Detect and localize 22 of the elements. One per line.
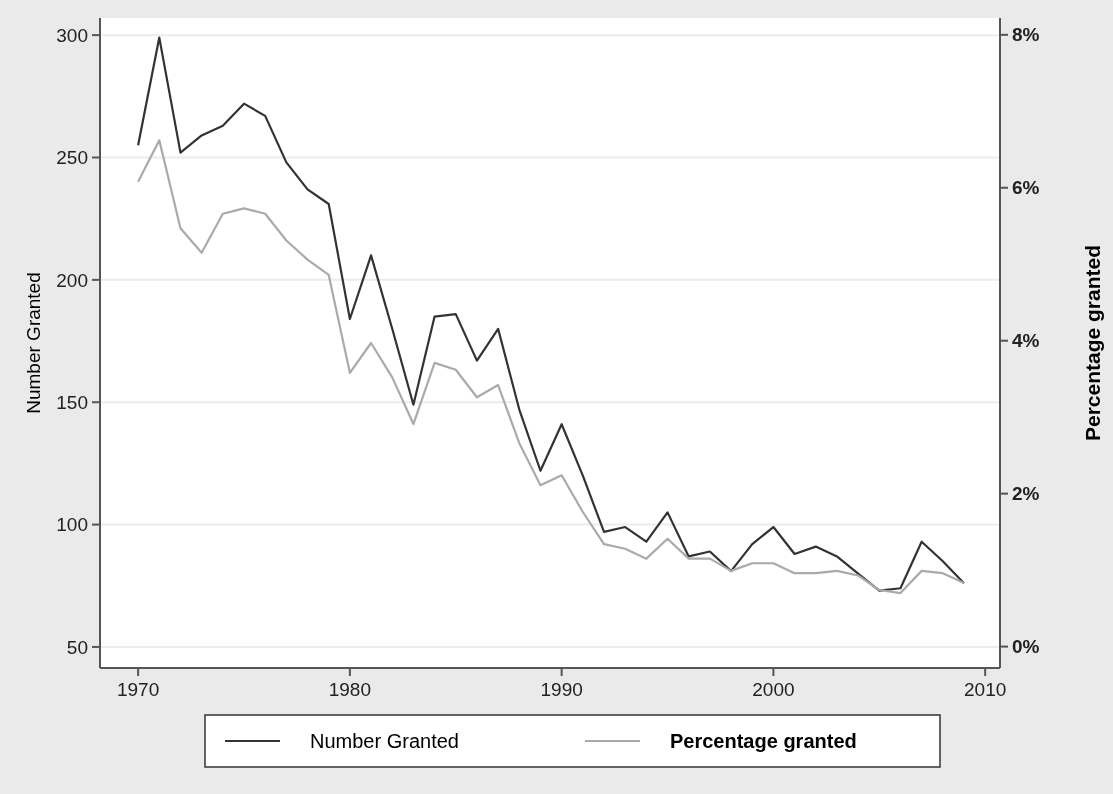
- x-tick-label: 2010: [964, 679, 1007, 700]
- legend-label: Percentage granted: [670, 730, 857, 752]
- x-tick-label: 1980: [328, 679, 372, 700]
- y-tick-label: 200: [56, 269, 88, 291]
- line-series: [137, 36, 966, 592]
- y2-tick-label: 8%: [1012, 24, 1040, 46]
- x-tick-label: 1970: [116, 679, 160, 700]
- y2-tick-label: 0%: [1012, 636, 1040, 658]
- x-tick-label: 2000: [752, 679, 795, 700]
- y-tick-label: 50: [66, 636, 88, 658]
- y2-tick-label: 4%: [1012, 330, 1040, 352]
- y-tick-label: 250: [56, 147, 88, 169]
- y2-tick-label: 2%: [1012, 483, 1040, 505]
- x-tick-label: 1990: [540, 679, 583, 700]
- legend-label: Number Granted: [310, 730, 459, 752]
- y-tick-label: 150: [56, 391, 88, 413]
- y-axis-title: Number Granted: [23, 272, 44, 414]
- y2-tick-label: 6%: [1012, 177, 1040, 199]
- y2-axis-title: Percentage granted: [1081, 244, 1104, 442]
- y-tick-label: 100: [56, 514, 88, 536]
- line-series: [137, 139, 966, 595]
- y-tick-label: 300: [56, 24, 88, 46]
